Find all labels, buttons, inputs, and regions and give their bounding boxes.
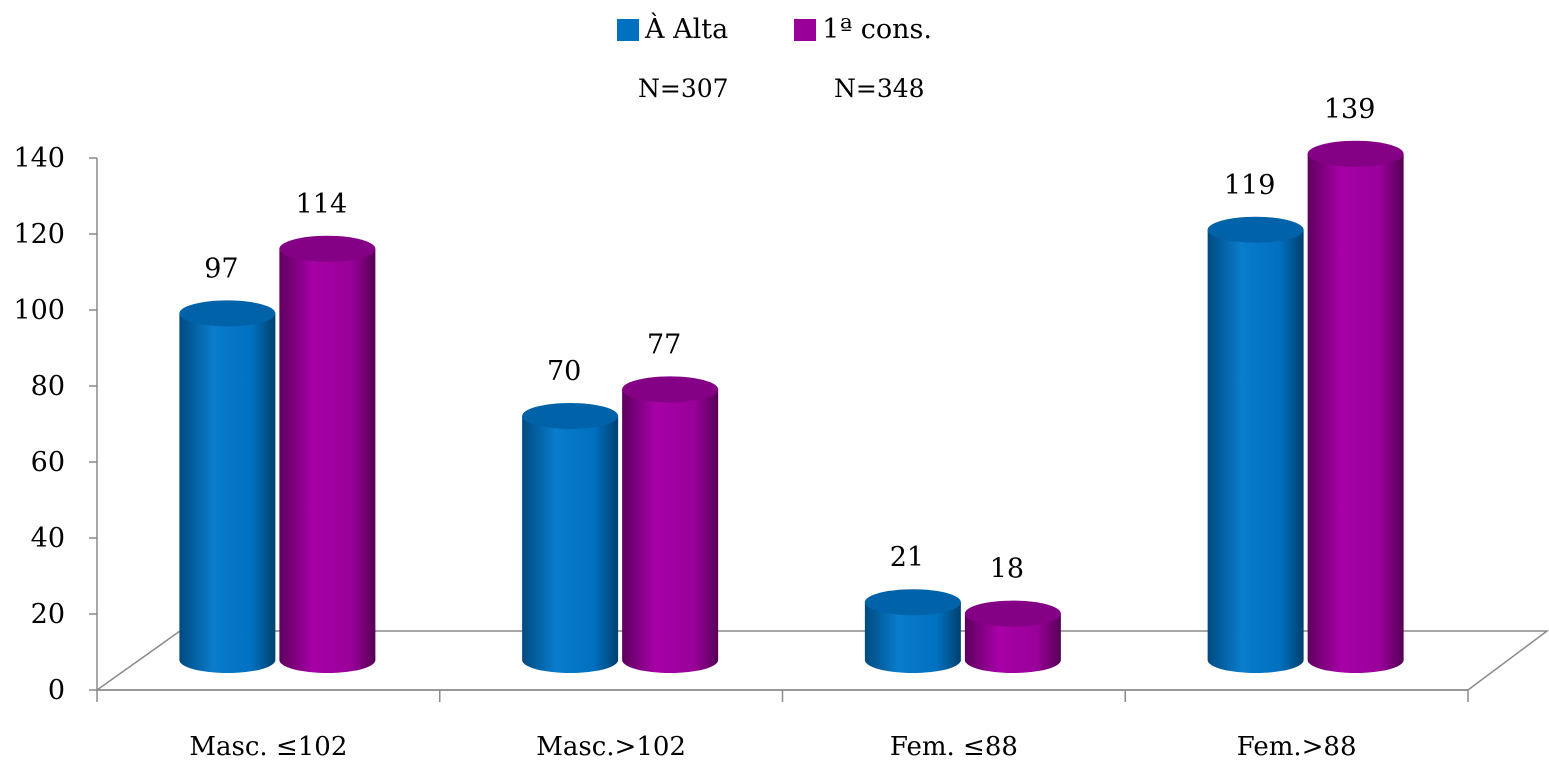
bar-body [1307,153,1404,674]
bar-body [279,248,376,674]
legend-item-series-2[interactable]: 1ª cons. [794,14,932,45]
x-tick-label: Fem. ≤88 [890,732,1018,760]
bar-body [622,389,719,674]
bar-top [864,589,961,616]
legend-swatch-series-2 [794,18,817,41]
data-label: 114 [296,189,348,220]
data-label: 70 [547,356,581,387]
legend: À Alta 1ª cons. [0,14,1549,45]
y-tick-label: 20 [31,599,65,630]
data-label: 119 [1224,170,1276,201]
y-tick-label: 140 [13,143,65,174]
x-tick-label: Masc. ≤102 [189,732,347,760]
bar-top [1207,216,1304,243]
chart-axes: 0 20 40 60 80 100 120 140 Masc. ≤102 Masc.>102 Fem… [13,143,1469,760]
sample-size-series-1: N=307 [638,74,729,103]
data-label: 97 [204,253,238,284]
bar-series-1 [1207,216,1304,674]
y-tick-label: 40 [31,523,65,554]
data-labels-group: 97 114 70 77 21 18 119 139 [204,94,1375,585]
bar-series-1 [522,403,619,674]
bar-top [1307,140,1404,167]
bar-top [964,600,1061,627]
y-tick-label: 0 [48,675,65,706]
y-tick-label: 120 [13,219,65,250]
legend-label-series-1: À Alta [645,14,729,45]
y-tick-label: 80 [31,371,65,402]
data-label: 18 [990,554,1024,585]
legend-label-series-2: 1ª cons. [822,14,932,45]
bar-series-1 [179,300,276,674]
data-label: 77 [647,329,681,360]
bar-body [964,613,1061,674]
bar-body [522,416,619,674]
bar-top [622,376,719,403]
bar-series-2 [1307,140,1404,674]
bar-series-2 [964,600,1061,674]
legend-swatch-series-1 [617,18,640,41]
x-tick-label: Masc.>102 [536,732,686,760]
y-tick-label: 100 [13,295,65,326]
bar-series-2 [622,376,719,674]
data-label: 139 [1324,94,1376,125]
bar-body [1207,229,1304,674]
bar-body [179,313,276,674]
x-tick-label: Fem.>88 [1237,732,1357,760]
bar-series-1 [864,589,961,674]
bars-group [179,140,1404,674]
bar-top [179,300,276,327]
legend-item-series-1[interactable]: À Alta [617,14,728,45]
bar-series-2 [279,235,376,674]
bar-top [522,403,619,429]
sample-size-series-2: N=348 [834,74,925,103]
y-tick-label: 60 [31,447,65,478]
data-label: 21 [890,542,924,573]
bar-top [279,235,376,262]
bar-body [864,602,961,674]
